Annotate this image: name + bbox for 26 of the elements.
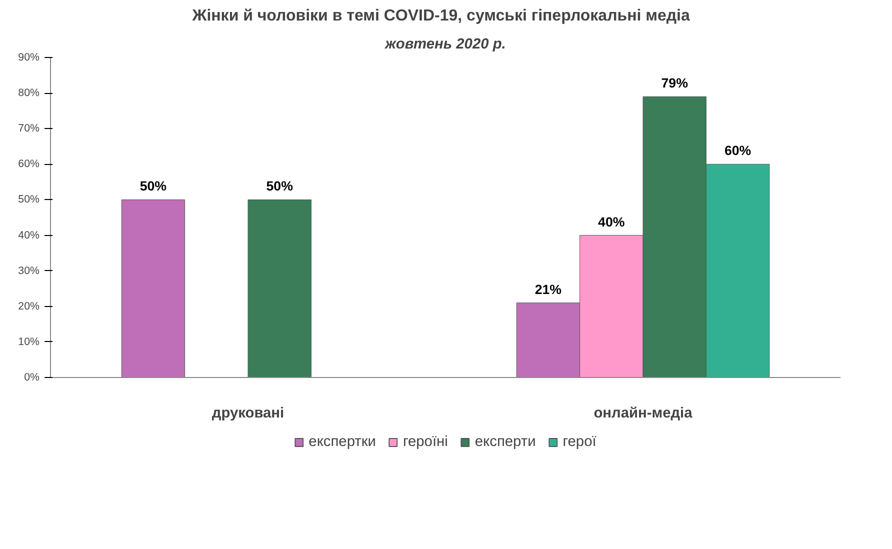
data-label: 79% bbox=[661, 76, 688, 91]
legend-label: герої bbox=[562, 434, 596, 450]
legend-label: героїні bbox=[402, 434, 448, 450]
data-label: 21% bbox=[534, 282, 562, 297]
chart-subtitle: жовтень 2020 р. bbox=[384, 36, 506, 52]
y-tick-label: 70% bbox=[18, 122, 40, 135]
bar bbox=[248, 199, 312, 378]
x-tick-label: друковані bbox=[212, 406, 284, 422]
y-tick-label: 20% bbox=[18, 300, 40, 312]
data-label: 60% bbox=[724, 143, 752, 158]
x-tick-label: онлайн-медіа bbox=[594, 406, 694, 422]
y-tick-label: 60% bbox=[18, 158, 40, 170]
y-tick-label: 90% bbox=[18, 52, 40, 64]
chart-title: Жінки й чоловіки в темі COVID-19, сумські гіперлокальні медіа bbox=[191, 8, 690, 24]
data-label: 40% bbox=[598, 214, 625, 230]
legend-label: експертки bbox=[308, 434, 376, 450]
y-tick-label: 10% bbox=[18, 336, 40, 348]
legend-label: експерти bbox=[474, 434, 536, 450]
data-label: 50% bbox=[140, 178, 167, 194]
bar bbox=[121, 199, 186, 378]
y-tick-label: 80% bbox=[18, 87, 40, 100]
y-tick-label: 0% bbox=[24, 372, 40, 384]
y-tick-label: 50% bbox=[18, 194, 40, 206]
y-tick-label: 30% bbox=[18, 264, 40, 277]
y-tick-label: 40% bbox=[18, 229, 40, 242]
data-label: 50% bbox=[266, 178, 294, 194]
